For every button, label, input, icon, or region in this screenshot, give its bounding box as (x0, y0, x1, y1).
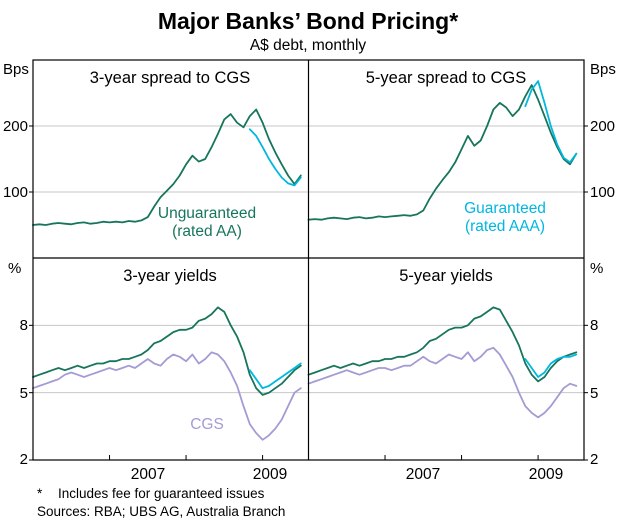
xtick-label-2007-right-panel: 2007 (406, 466, 440, 483)
xtick-label-2007-left-panel: 2007 (131, 466, 165, 483)
label-guaranteed-rating: (rated AAA) (465, 218, 545, 235)
ytick-label-200-right: 200 (590, 118, 615, 135)
axis-unit-bps-left: Bps (3, 61, 29, 78)
panel-3yr-spread (32, 108, 309, 226)
series-unguaranteed-5y-spread (307, 84, 578, 221)
ytick-label-2-right: 2 (590, 451, 598, 468)
label-cgs: CGS (190, 416, 224, 433)
sources-text: Sources: RBA; UBS AG, Australia Branch (37, 504, 285, 519)
panel-title-3yr-spread: 3-year spread to CGS (90, 69, 251, 87)
footnote-marker: * (37, 486, 43, 501)
panel-title-3yr-yields: 3-year yields (123, 267, 217, 285)
ytick-label-8-left: 8 (20, 317, 28, 334)
panel-5yr-spread (307, 80, 584, 221)
axis-ticks (29, 125, 588, 461)
panel-title-5yr-spread: 5-year spread to CGS (366, 69, 527, 87)
series-guaranteed-5y-spread (524, 80, 578, 164)
series-guaranteed-3y-spread (248, 128, 302, 187)
xtick-label-2009-left-panel: 2009 (253, 466, 287, 483)
panel-3yr-yields (32, 306, 309, 441)
ytick-label-5-left: 5 (20, 385, 28, 402)
chart-subtitle: A$ debt, monthly (250, 37, 367, 54)
series-cgs-5y-yield (307, 346, 578, 419)
ytick-label-8-right: 8 (590, 317, 598, 334)
series-guaranteed-3y-yield (248, 362, 302, 390)
axis-unit-pct-left: % (8, 260, 21, 277)
footnote-text: Includes fee for guaranteed issues (58, 486, 265, 501)
panel-title-5yr-yields: 5-year yields (399, 267, 493, 285)
series-cgs-3y-yield (32, 351, 302, 441)
ytick-label-2-left: 2 (20, 451, 28, 468)
ytick-label-100-left: 100 (3, 184, 28, 201)
axis-unit-bps-right: Bps (590, 61, 616, 78)
ytick-label-100-right: 100 (590, 184, 615, 201)
ytick-label-5-right: 5 (590, 385, 598, 402)
chart-title: Major Banks’ Bond Pricing* (158, 8, 458, 34)
xtick-label-2009-right-panel: 2009 (529, 466, 563, 483)
label-unguaranteed: Unguaranteed (158, 205, 256, 222)
series-unguaranteed-5y-yield (307, 306, 578, 383)
panel-5yr-yields (307, 306, 584, 419)
series-guaranteed-5y-yield (524, 353, 578, 378)
ytick-label-200-left: 200 (3, 118, 28, 135)
series-unguaranteed-3y-yield (32, 306, 302, 396)
series-unguaranteed-3y-spread (32, 108, 302, 226)
axis-unit-pct-right: % (590, 260, 603, 277)
label-guaranteed: Guaranteed (464, 200, 546, 217)
label-unguaranteed-rating: (rated AA) (172, 223, 242, 240)
